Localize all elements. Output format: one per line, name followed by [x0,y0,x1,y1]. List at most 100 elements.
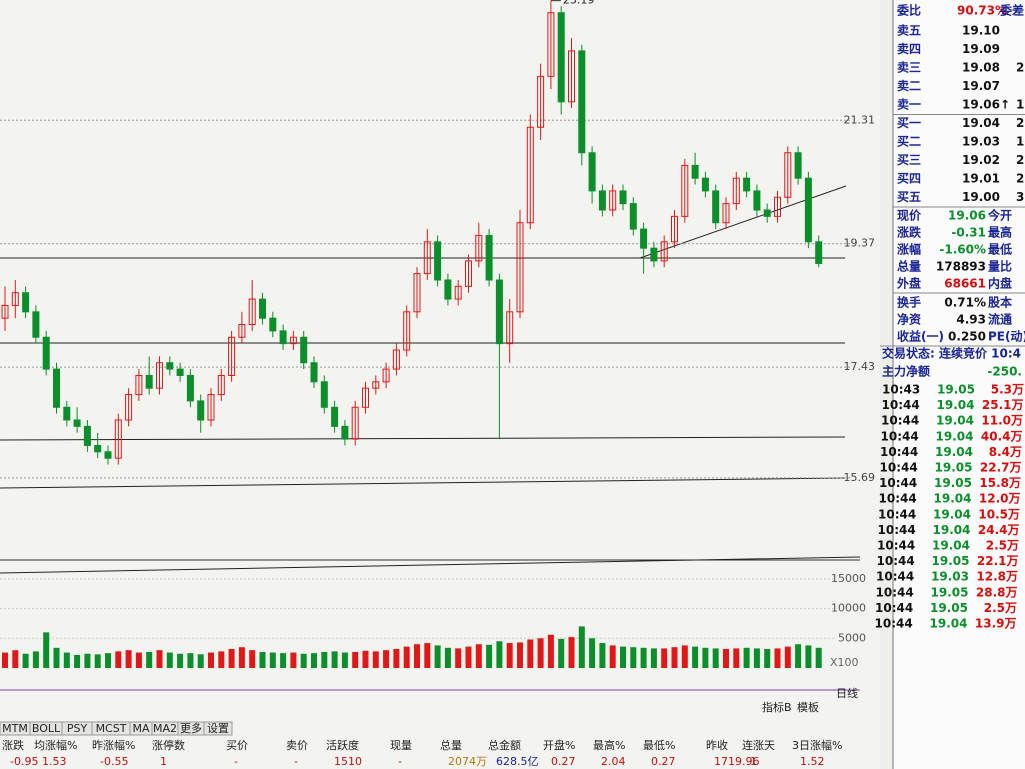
tab[interactable] [203,721,233,736]
stat-value: -0.55 [100,755,128,768]
candle-body [197,400,205,421]
candle-body [22,292,30,313]
volume: 1 [1016,98,1024,112]
stat-header: 开盘% [543,738,575,752]
stat-value: 0.27 [551,755,576,768]
volume-bar [352,651,359,668]
candle-body [712,190,720,224]
quote-label2: 股本 [988,295,1012,310]
candle-body [125,394,133,421]
trade-time: 10:44 [877,539,915,553]
quote-label: 换手 [897,295,921,310]
candle-body [207,394,215,421]
candle-body [289,336,297,345]
trade-time: 10:44 [878,523,916,537]
volume: 21 [1016,172,1025,186]
tab-label[interactable]: MCST [96,722,127,735]
candle-body [557,12,565,103]
trade-price: 19.05 [934,476,972,490]
tab-label[interactable]: BOLL [32,722,61,735]
volume: 21 [1016,153,1025,167]
candle-body [588,152,596,192]
tab-label[interactable]: MA [132,722,149,735]
candle-body [11,292,19,306]
stat-value: 0.27 [651,755,676,768]
stat-header: 3日涨幅% [792,739,842,752]
trade-time: 10:44 [878,507,916,521]
quote-label2: 今开 [987,208,1012,223]
candle-body [94,444,102,453]
price: 19.08 [962,61,1000,75]
tab-label[interactable]: MA2 [153,722,177,735]
volume: 12 [1016,135,1025,149]
candle-body [671,215,678,243]
trade-time: 10:44 [880,445,918,459]
y-tick-label: 15000 [831,572,866,585]
stat-value: 1719.96 [714,755,760,768]
trade-volume: 22.1万 [977,554,1019,568]
volume-bar [362,650,369,668]
volume-bar [156,650,163,668]
quote-value: -1.60% [939,243,986,257]
candle-body [701,177,709,192]
trade-volume: 25.1万 [982,398,1024,412]
trade-volume: 2.5万 [984,601,1017,615]
quote-label: 涨跌 [897,225,922,240]
candle-body [722,203,730,224]
volume-bar [620,646,626,668]
tab-label[interactable]: 设置 [207,722,229,735]
volume-bar [94,654,101,668]
trade-volume: 2.5万 [986,539,1019,553]
trade-time: 10:44 [880,461,918,475]
y-tick-label: 17.43 [844,360,876,373]
candle-body [83,425,91,446]
stat-header: 最高% [593,738,625,752]
trade-price: 19.04 [934,492,972,506]
candle-body [794,152,802,179]
tab-label[interactable]: 日线 [836,686,858,700]
level: 卖三 [897,60,921,75]
quote-value: 0.250 [948,330,986,344]
candle-body [341,425,349,440]
candle-body [156,362,163,389]
trade-volume: 10.5万 [978,507,1020,521]
volume-bar [187,653,194,668]
tab-label[interactable]: 更多 [180,721,202,735]
candle-body [269,317,277,332]
volume-bar [125,650,132,668]
stat-value: -0.95 [10,755,38,768]
candle-body [413,273,421,313]
candle-body [300,336,308,364]
stat-header: 最低% [643,739,675,752]
quote-label2: 流通 [988,312,1012,327]
volume-bar [393,648,400,668]
volume-bar [753,648,760,668]
tab-label[interactable]: 指标B [762,700,792,714]
candle-body [763,209,771,217]
level: 买三 [897,153,921,167]
volume-bar [805,645,812,668]
stat-header: 昨涨幅% [92,739,135,752]
volume-bar [475,644,482,668]
level: 卖一 [897,97,921,112]
volume-bar [238,647,245,668]
level: 买五 [897,190,921,204]
volume-bar [414,644,420,668]
tab-label[interactable]: 模板 [797,700,819,714]
candle-body [743,177,751,192]
volume-bar [53,647,60,668]
stat-header: 卖价 [286,739,308,752]
unit-label: X100 [830,656,859,669]
tab-label[interactable]: MTM [2,722,28,735]
volume-bar [558,638,565,668]
stat-value: 1510 [334,755,362,768]
quote-label2: PE(动) [988,330,1025,344]
stat-header: 均涨幅% [34,739,77,752]
volume-bar [455,648,462,668]
volume-bar [589,638,596,668]
tab-label[interactable]: PSY [67,722,88,735]
candle-body [578,50,586,154]
volume-bar [269,652,276,668]
